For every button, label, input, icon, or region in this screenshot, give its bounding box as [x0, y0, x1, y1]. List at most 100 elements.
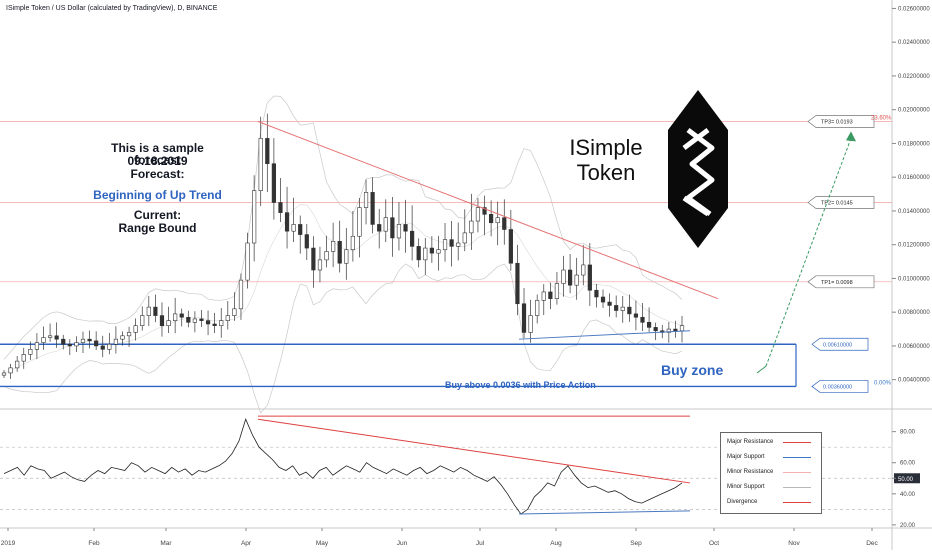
candle-body [47, 335, 53, 338]
price-tick-label: 0.00400000 [898, 378, 930, 384]
candle-body [403, 224, 408, 232]
candle-body [304, 234, 309, 249]
candle-body [74, 342, 79, 347]
legend-label-minor-resistance: Minor Resistance [727, 469, 774, 475]
target-label-box [807, 196, 875, 209]
candle-body [416, 246, 421, 261]
rsi-current-label: 50.00 [898, 477, 914, 483]
forecast-note-value: Beginning of Up Trend [93, 188, 222, 202]
price-tick-label: 0.01600000 [898, 175, 930, 181]
candle-body [87, 338, 92, 342]
price-tick-label: 0.02400000 [898, 40, 930, 46]
forecast-note-line1: This is a sample forecast [111, 141, 204, 167]
candle-body [548, 291, 553, 299]
candle-body [245, 242, 250, 281]
candle-body [508, 229, 513, 264]
rsi-divergence-line [257, 418, 691, 484]
candle-body [113, 338, 119, 345]
zone-label-box [811, 380, 869, 393]
upper-band [3, 95, 683, 360]
time-tick-label: Jun [397, 540, 408, 547]
candle-body [521, 303, 527, 333]
candle-body [21, 354, 26, 362]
candle-body [100, 345, 105, 350]
candle-body [614, 305, 619, 311]
candle-body [298, 224, 303, 235]
candle-body [140, 315, 145, 326]
time-tick-label: Apr [241, 540, 252, 547]
time-tick-label: 2019 [1, 540, 16, 547]
candle-body [80, 338, 86, 343]
candle-body [449, 239, 454, 247]
candle-body [535, 300, 540, 316]
time-tick-label: Nov [788, 540, 800, 547]
candle-body [502, 217, 507, 230]
fib-top-label: 23.60% [871, 116, 892, 122]
candle-body [94, 340, 99, 347]
candle-body [620, 306, 625, 311]
logo-wordmark-line1: ISimple [569, 135, 643, 160]
time-tick-label: Sep [630, 540, 642, 547]
zone-level-label: 0.00610000 [823, 342, 852, 348]
candle-body [179, 313, 184, 318]
rsi-tick-label: 40.00 [900, 492, 916, 498]
legend-label-minor-support: Minor Support [727, 484, 765, 490]
rsi-tick-label: 60.00 [900, 461, 916, 467]
legend-label-major-resistance: Major Resistance [727, 439, 774, 445]
zone-level-label: 0.00360000 [823, 385, 852, 391]
candle-body [153, 306, 158, 316]
time-tick-label: Mar [160, 540, 172, 547]
forecast-arrow-line [765, 138, 852, 367]
price-tick-label: 0.02200000 [898, 74, 930, 80]
candle-body [219, 320, 224, 326]
candle-body [370, 192, 375, 225]
candle-body [159, 315, 165, 326]
legend-swatch-major-resistance [783, 442, 811, 443]
candle-body [627, 306, 632, 315]
candle-body [377, 224, 382, 232]
candle-body [646, 322, 652, 328]
candle-body [67, 343, 72, 347]
candle-body [205, 320, 211, 325]
target-label: TP3= 0.0193 [821, 120, 853, 126]
time-tick-label: Aug [550, 540, 562, 547]
candle-body [594, 289, 599, 298]
candle-body [278, 202, 283, 213]
candle-body [54, 335, 59, 340]
candle-body [199, 318, 204, 321]
rsi-current-badge [894, 473, 920, 484]
candle-body [541, 291, 546, 301]
current-note-value: Range Bound [118, 221, 197, 235]
candle-body [633, 313, 639, 318]
candle-body [390, 217, 395, 239]
rsi-tick-label: 80.00 [900, 430, 916, 436]
candle-body [284, 212, 290, 232]
candle-body [28, 349, 33, 355]
candle-body [574, 274, 579, 286]
candle-body [317, 259, 323, 271]
forecast-arrow-head [846, 131, 856, 142]
candle-body [666, 328, 671, 333]
candle-body [258, 138, 263, 191]
candle-body [120, 335, 125, 340]
time-tick-label: Dec [866, 540, 878, 547]
candle-body [442, 239, 448, 251]
candle-body [600, 296, 606, 303]
candle-body [192, 318, 197, 323]
candle-body [475, 207, 481, 222]
candle-body [554, 283, 560, 299]
price-tick-label: 0.01400000 [898, 209, 930, 215]
candle-body [567, 269, 573, 286]
candle-body [429, 247, 434, 254]
forecast-note-date: 09.18.2019 [127, 154, 188, 168]
price-tick-label: 0.02600000 [898, 6, 930, 12]
candle-body [515, 262, 520, 305]
price-tick-label: 0.01000000 [898, 276, 930, 282]
candle-body [679, 325, 685, 332]
candle-body [673, 328, 678, 332]
logo-wordmark: ISimple Token [556, 135, 656, 185]
major-resistance-line [257, 121, 719, 300]
forecast-arrow-start [756, 365, 767, 374]
candle-body [344, 249, 349, 264]
